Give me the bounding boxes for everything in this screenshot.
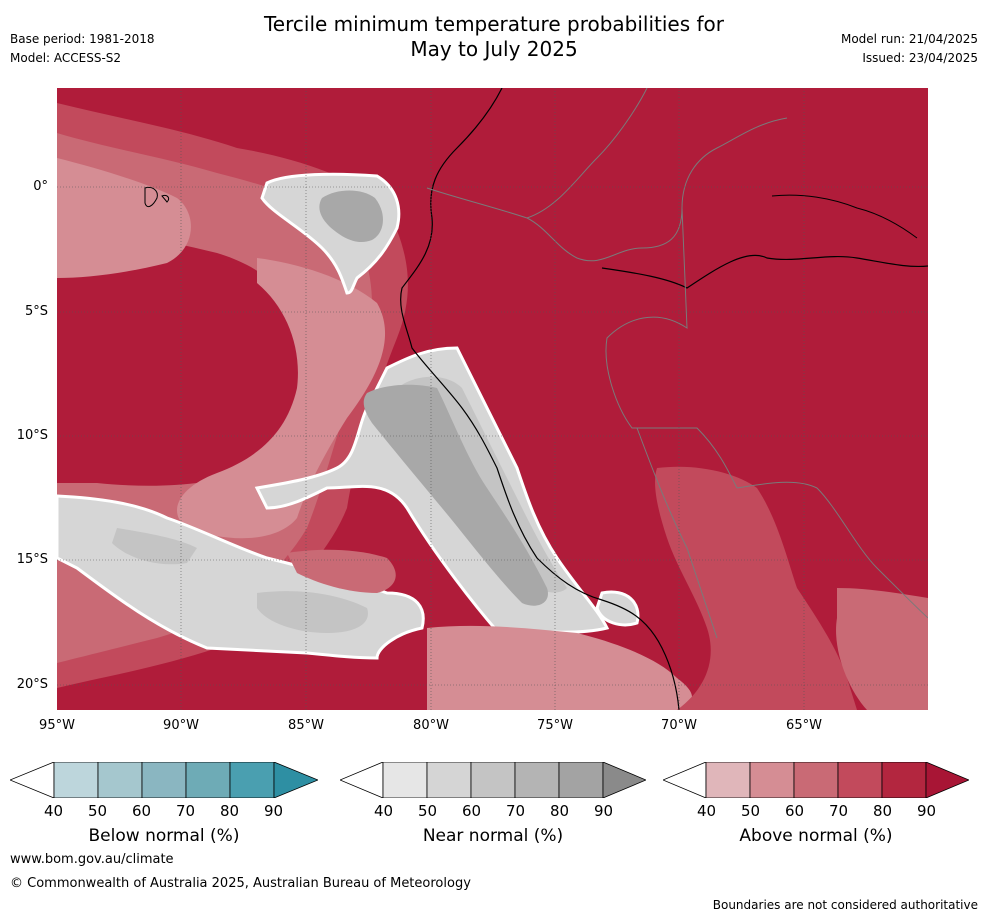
colorbar-near-label: Near normal (%) (422, 826, 564, 846)
region-above-60-south (427, 625, 692, 710)
colorbar-above-tick: 50 (741, 802, 761, 820)
colorbar-above-cap-high (925, 761, 971, 799)
region-above-90-ocean (57, 233, 308, 486)
colorbar-above (661, 761, 971, 799)
lon-tick-95w: 95°W (39, 718, 75, 733)
region-near-80-north (319, 190, 383, 243)
meta-left: Base period: 1981-2018 Model: ACCESS-S2 (10, 30, 155, 68)
lon-tick-80w: 80°W (413, 718, 449, 733)
lon-tick-70w: 70°W (661, 718, 697, 733)
colorbar-above-seg-5 (881, 761, 927, 799)
colorbar-near-cap-low (338, 761, 384, 799)
region-above-70-south (287, 549, 396, 593)
region-above-70-southeast (836, 588, 928, 710)
colorbar-below-tick: 70 (176, 802, 196, 820)
title-line-1: Tercile minimum temperature probabilitie… (263, 12, 725, 36)
colorbar-near-tick: 70 (506, 802, 526, 820)
region-near-80-central (363, 384, 548, 606)
colorbar-below-seg-3 (141, 761, 187, 799)
colorbar-above-tick: 70 (829, 802, 849, 820)
colorbar-above-seg-2 (749, 761, 795, 799)
region-near-70-southwest-2 (257, 591, 368, 633)
colorbar-below-label: Below normal (%) (88, 826, 240, 846)
copyright-text: © Commonwealth of Australia 2025, Austra… (10, 876, 471, 891)
colorbar-near-cap-high (602, 761, 648, 799)
map-canvas (57, 88, 928, 710)
lat-tick-5s: 5°S (24, 304, 48, 319)
colorbar-above-cap-low (661, 761, 707, 799)
colorbar-below-tick: 60 (132, 802, 152, 820)
region-above-60-northwest (57, 158, 191, 278)
lat-tick-20s: 20°S (16, 677, 48, 692)
colorbar-above-ticks: 40 50 60 70 80 90 (697, 802, 961, 822)
colorbar-below-ticks: 40 50 60 70 80 90 (44, 802, 308, 822)
country-boundaries (426, 88, 928, 639)
model-name: Model: ACCESS-S2 (10, 51, 122, 65)
colorbar-near-seg-1 (382, 761, 428, 799)
colorbar-above-seg-3 (793, 761, 839, 799)
colorbar-below-seg-2 (97, 761, 143, 799)
colorbar-near-tick: 80 (550, 802, 570, 820)
region-near-60-coast (595, 590, 640, 627)
title-line-2: May to July 2025 (410, 37, 578, 61)
colorbar-below-seg-1 (53, 761, 99, 799)
colorbar-near-seg-2 (426, 761, 472, 799)
colorbar-below (8, 761, 320, 799)
amazon-river-north (771, 194, 918, 239)
colorbar-near-tick: 60 (462, 802, 482, 820)
lat-tick-0: 0° (33, 179, 48, 194)
galapagos-islands (144, 187, 170, 208)
website-link[interactable]: www.bom.gov.au/climate (10, 852, 174, 867)
lon-tick-65w: 65°W (786, 718, 822, 733)
colorbar-near-seg-5 (558, 761, 604, 799)
region-above-80-south (655, 466, 857, 710)
colorbar-near-ticks: 40 50 60 70 80 90 (374, 802, 638, 822)
graticule (57, 88, 928, 710)
colorbar-above-tick: 60 (785, 802, 805, 820)
colorbar-above-label: Above normal (%) (739, 826, 893, 846)
colorbar-above-tick: 40 (697, 802, 717, 820)
colorbar-below-tick: 90 (264, 802, 284, 820)
colorbar-near-tick: 40 (374, 802, 394, 820)
colorbar-above-seg-4 (837, 761, 883, 799)
colorbar-near-seg-3 (470, 761, 516, 799)
colorbar-below-cap-low (8, 761, 55, 799)
colorbar-below-seg-5 (229, 761, 275, 799)
region-above-60-band (177, 258, 386, 539)
coastline (400, 88, 680, 710)
colorbar-above-seg-1 (705, 761, 751, 799)
map-title: Tercile minimum temperature probabilitie… (0, 12, 988, 62)
issued-date: Issued: 23/04/2025 (862, 51, 978, 65)
colorbar-near-seg-4 (514, 761, 560, 799)
amazon-river (601, 254, 928, 289)
lon-tick-90w: 90°W (163, 718, 199, 733)
lon-tick-75w: 75°W (537, 718, 573, 733)
region-near-70-southwest (112, 528, 197, 565)
boundary-disclaimer: Boundaries are not considered authoritat… (712, 898, 978, 912)
lat-tick-10s: 10°S (16, 428, 48, 443)
lat-tick-15s: 15°S (16, 552, 48, 567)
colorbar-near-tick: 90 (594, 802, 614, 820)
colorbar-below-tick: 80 (220, 802, 240, 820)
colorbar-above-graphic (661, 761, 971, 799)
colorbar-above-tick: 80 (873, 802, 893, 820)
colorbar-near-tick: 50 (418, 802, 438, 820)
colorbar-below-tick: 50 (88, 802, 108, 820)
colorbar-near (338, 761, 648, 799)
colorbar-near-graphic (338, 761, 648, 799)
base-period: Base period: 1981-2018 (10, 32, 155, 46)
colorbar-below-seg-4 (185, 761, 231, 799)
colorbar-below-graphic (8, 761, 320, 799)
meta-right: Model run: 21/04/2025 Issued: 23/04/2025 (841, 30, 978, 68)
model-run: Model run: 21/04/2025 (840, 32, 978, 46)
lon-tick-85w: 85°W (288, 718, 324, 733)
colorbar-below-tick: 40 (44, 802, 64, 820)
colorbar-below-cap-high (273, 761, 320, 799)
probability-map (57, 88, 928, 710)
colorbar-above-tick: 90 (917, 802, 937, 820)
